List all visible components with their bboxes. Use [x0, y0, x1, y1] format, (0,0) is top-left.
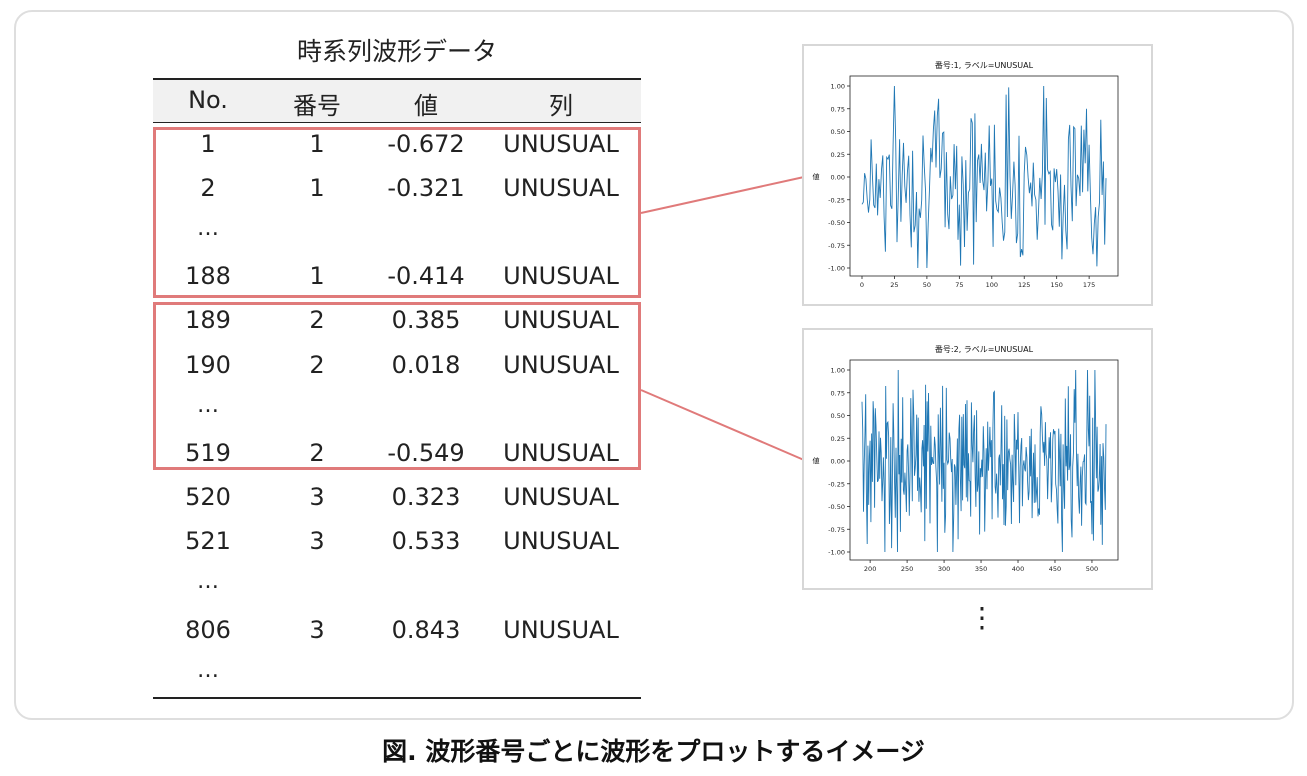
row-label: UNUSUAL — [503, 527, 619, 555]
ytick-label: -0.25 — [828, 480, 845, 488]
ytick-label: 1.00 — [831, 367, 845, 375]
ytick-label: 0.00 — [831, 174, 845, 182]
table-header — [153, 80, 641, 122]
xtick-label: 500 — [1086, 565, 1098, 573]
table-bottom-rule — [153, 697, 641, 699]
row-no: 2 — [200, 174, 216, 202]
row-id: 1 — [309, 130, 325, 158]
xtick-label: 175 — [1083, 281, 1095, 289]
table-top-rule — [153, 78, 641, 80]
row-ellipsis: … — [197, 569, 219, 594]
xtick-label: 25 — [890, 281, 898, 289]
row-label: UNUSUAL — [503, 616, 619, 644]
row-label: UNUSUAL — [503, 174, 619, 202]
ytick-label: 0.75 — [831, 389, 845, 397]
row-no: 1 — [200, 130, 216, 158]
xtick-label: 50 — [923, 281, 931, 289]
row-id: 1 — [309, 174, 325, 202]
xtick-label: 200 — [864, 565, 876, 573]
row-value: 0.385 — [391, 306, 461, 334]
plot-axes-box — [849, 75, 1119, 277]
plot-title: 番号:1, ラベル=UNUSUAL — [935, 60, 1034, 70]
ytick-label: -0.50 — [828, 503, 845, 511]
waveform-series — [861, 369, 1107, 553]
plot-ylabel: 値 — [813, 172, 820, 181]
row-label: UNUSUAL — [503, 483, 619, 511]
ytick-label: 0.50 — [831, 412, 845, 420]
group-box-2 — [153, 302, 641, 470]
row-no: 188 — [185, 262, 231, 290]
plot-ylabel: 値 — [813, 456, 820, 465]
row-value: 0.323 — [391, 483, 461, 511]
row-value: 0.018 — [391, 351, 461, 379]
xtick-label: 250 — [901, 565, 913, 573]
row-no: 519 — [185, 439, 231, 467]
row-value: 0.843 — [391, 616, 461, 644]
ytick-label: 1.00 — [831, 83, 845, 91]
row-no: 520 — [185, 483, 231, 511]
table-header-rule — [153, 122, 641, 123]
ytick-label: 0.00 — [831, 458, 845, 466]
row-label: UNUSUAL — [503, 351, 619, 379]
ytick-label: -0.50 — [828, 219, 845, 227]
row-no: 806 — [185, 616, 231, 644]
row-value: -0.414 — [387, 262, 465, 290]
xtick-label: 300 — [938, 565, 950, 573]
plot-title: 番号:2, ラベル=UNUSUAL — [935, 344, 1034, 354]
row-id: 2 — [309, 439, 325, 467]
row-id: 3 — [309, 527, 325, 555]
header-no: No. — [188, 86, 228, 114]
more-plots-indicator: ⋮ — [968, 601, 996, 634]
row-label: UNUSUAL — [503, 262, 619, 290]
plot-1-svg: 番号:1, ラベル=UNUSUAL 値 1.00 0.75 0.50 0.25 0.00 -0… — [813, 60, 1119, 289]
plot-axes-box — [849, 359, 1119, 561]
row-ellipsis: … — [197, 393, 219, 418]
ytick-label: 0.50 — [831, 128, 845, 136]
plot-2-svg: 番号:2, ラベル=UNUSUAL 値 1.00 0.75 0.50 0.25 0.00 -0… — [813, 344, 1119, 573]
row-id: 2 — [309, 351, 325, 379]
xtick-label: 0 — [860, 281, 864, 289]
ytick-label: -0.25 — [828, 196, 845, 204]
row-no: 521 — [185, 527, 231, 555]
table-title: 時系列波形データ — [296, 37, 497, 66]
row-ellipsis: … — [197, 216, 219, 241]
xtick-label: 350 — [975, 565, 987, 573]
row-value: -0.672 — [387, 130, 465, 158]
row-value: -0.549 — [387, 439, 465, 467]
xtick-label: 150 — [1050, 281, 1062, 289]
row-value: 0.533 — [391, 527, 461, 555]
header-label: 列 — [549, 92, 573, 120]
group-box-1 — [153, 127, 641, 298]
header-value: 値 — [414, 92, 438, 120]
xtick-label: 100 — [986, 281, 998, 289]
waveform-plot-1: 番号:1, ラベル=UNUSUAL 値 1.00 0.75 0.50 0.25 0.00 -0… — [802, 44, 1153, 306]
figure-caption: 図. 波形番号ごとに波形をプロットするイメージ — [382, 737, 925, 766]
row-id: 3 — [309, 616, 325, 644]
row-value: -0.321 — [387, 174, 465, 202]
row-label: UNUSUAL — [503, 130, 619, 158]
ytick-label: -1.00 — [828, 265, 845, 273]
xtick-label: 75 — [955, 281, 963, 289]
row-no: 190 — [185, 351, 231, 379]
row-id: 1 — [309, 262, 325, 290]
row-label: UNUSUAL — [503, 306, 619, 334]
waveform-series — [861, 85, 1107, 269]
ytick-label: -0.75 — [828, 526, 845, 534]
row-id: 2 — [309, 306, 325, 334]
ytick-label: 0.25 — [831, 151, 845, 159]
xtick-label: 450 — [1049, 565, 1061, 573]
xtick-label: 125 — [1018, 281, 1030, 289]
ytick-label: -0.75 — [828, 242, 845, 250]
ytick-label: 0.25 — [831, 435, 845, 443]
ytick-label: 0.75 — [831, 105, 845, 113]
xtick-label: 400 — [1012, 565, 1024, 573]
row-id: 3 — [309, 483, 325, 511]
ytick-label: -1.00 — [828, 549, 845, 557]
row-label: UNUSUAL — [503, 439, 619, 467]
header-id: 番号 — [293, 92, 341, 120]
row-ellipsis: … — [197, 658, 219, 683]
row-no: 189 — [185, 306, 231, 334]
waveform-plot-2: 番号:2, ラベル=UNUSUAL 値 1.00 0.75 0.50 0.25 0.00 -0… — [802, 328, 1153, 590]
